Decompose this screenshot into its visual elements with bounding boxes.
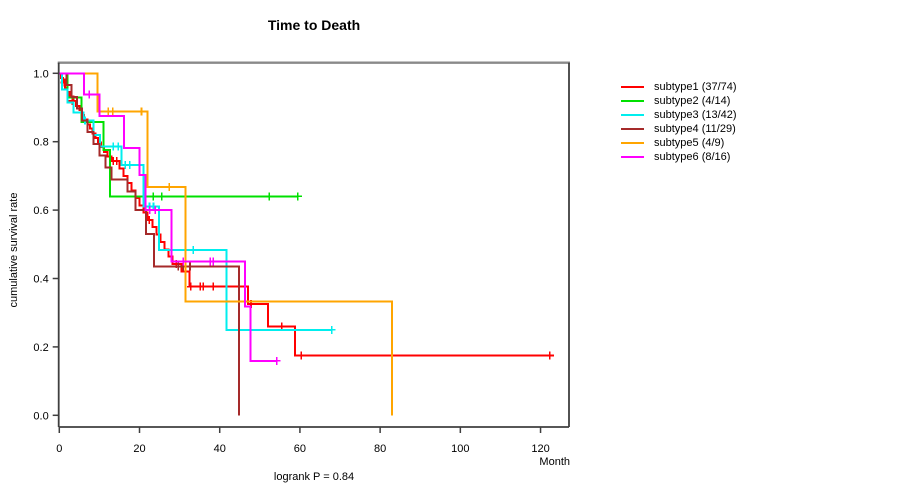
survival-curve-subtype6 [59,72,277,362]
x-axis-label: Month [539,456,570,468]
y-tick-label: 1.0 [33,68,48,80]
x-tick-label: 40 [214,443,226,455]
y-tick-label: 0.0 [33,410,48,422]
x-tick-label: 60 [294,443,306,455]
chart-title: Time to Death [267,17,361,33]
y-tick-label: 0.6 [33,205,48,217]
logrank-annotation: logrank P = 0.84 [273,471,355,483]
legend-swatch-subtype2 [621,100,644,102]
survival-curve-subtype5 [59,72,394,416]
legend-item-subtype4: subtype4 (11/29) [621,122,737,136]
legend-swatch-subtype1 [621,86,644,88]
legend-item-subtype6: subtype6 (8/16) [621,150,737,164]
x-tick-label: 120 [531,443,549,455]
x-tick-label: 0 [56,443,62,455]
x-tick-label: 80 [374,443,386,455]
censor-marks-subtype4 [174,262,195,271]
survival-curve-subtype1 [59,72,550,357]
legend-label-subtype5: subtype5 (4/9) [654,137,725,149]
x-tick-label: 100 [451,443,469,455]
legend-item-subtype1: subtype1 (37/74) [621,80,737,94]
legend-swatch-subtype6 [621,156,644,158]
legend-item-subtype3: subtype3 (13/42) [621,108,737,122]
legend-label-subtype6: subtype6 (8/16) [654,151,731,163]
legend-swatch-subtype4 [621,128,644,130]
legend-item-subtype5: subtype5 (4/9) [621,136,737,150]
y-axis-label: cumulative survival rate [8,192,20,308]
legend-label-subtype1: subtype1 (37/74) [654,81,737,93]
y-tick-label: 0.2 [33,342,48,354]
legend-label-subtype4: subtype4 (11/29) [654,123,736,135]
x-tick-label: 20 [133,443,145,455]
y-tick-label: 0.4 [33,274,48,286]
censor-marks-subtype1 [60,78,554,360]
censor-marks-subtype5 [104,107,174,192]
censor-marks-subtype2 [149,192,302,201]
legend-label-subtype2: subtype2 (4/14) [654,95,731,107]
survival-curve-subtype4 [59,72,240,416]
legend-label-subtype3: subtype3 (13/42) [654,109,737,121]
chart-legend: subtype1 (37/74) subtype2 (4/14) subtype3 … [621,80,737,164]
legend-swatch-subtype3 [621,114,644,116]
legend-item-subtype2: subtype2 (4/14) [621,94,737,108]
survival-curve-subtype3 [59,72,332,331]
y-tick-label: 0.8 [33,137,48,149]
censor-marks-subtype6 [85,90,281,365]
legend-swatch-subtype5 [621,142,644,144]
